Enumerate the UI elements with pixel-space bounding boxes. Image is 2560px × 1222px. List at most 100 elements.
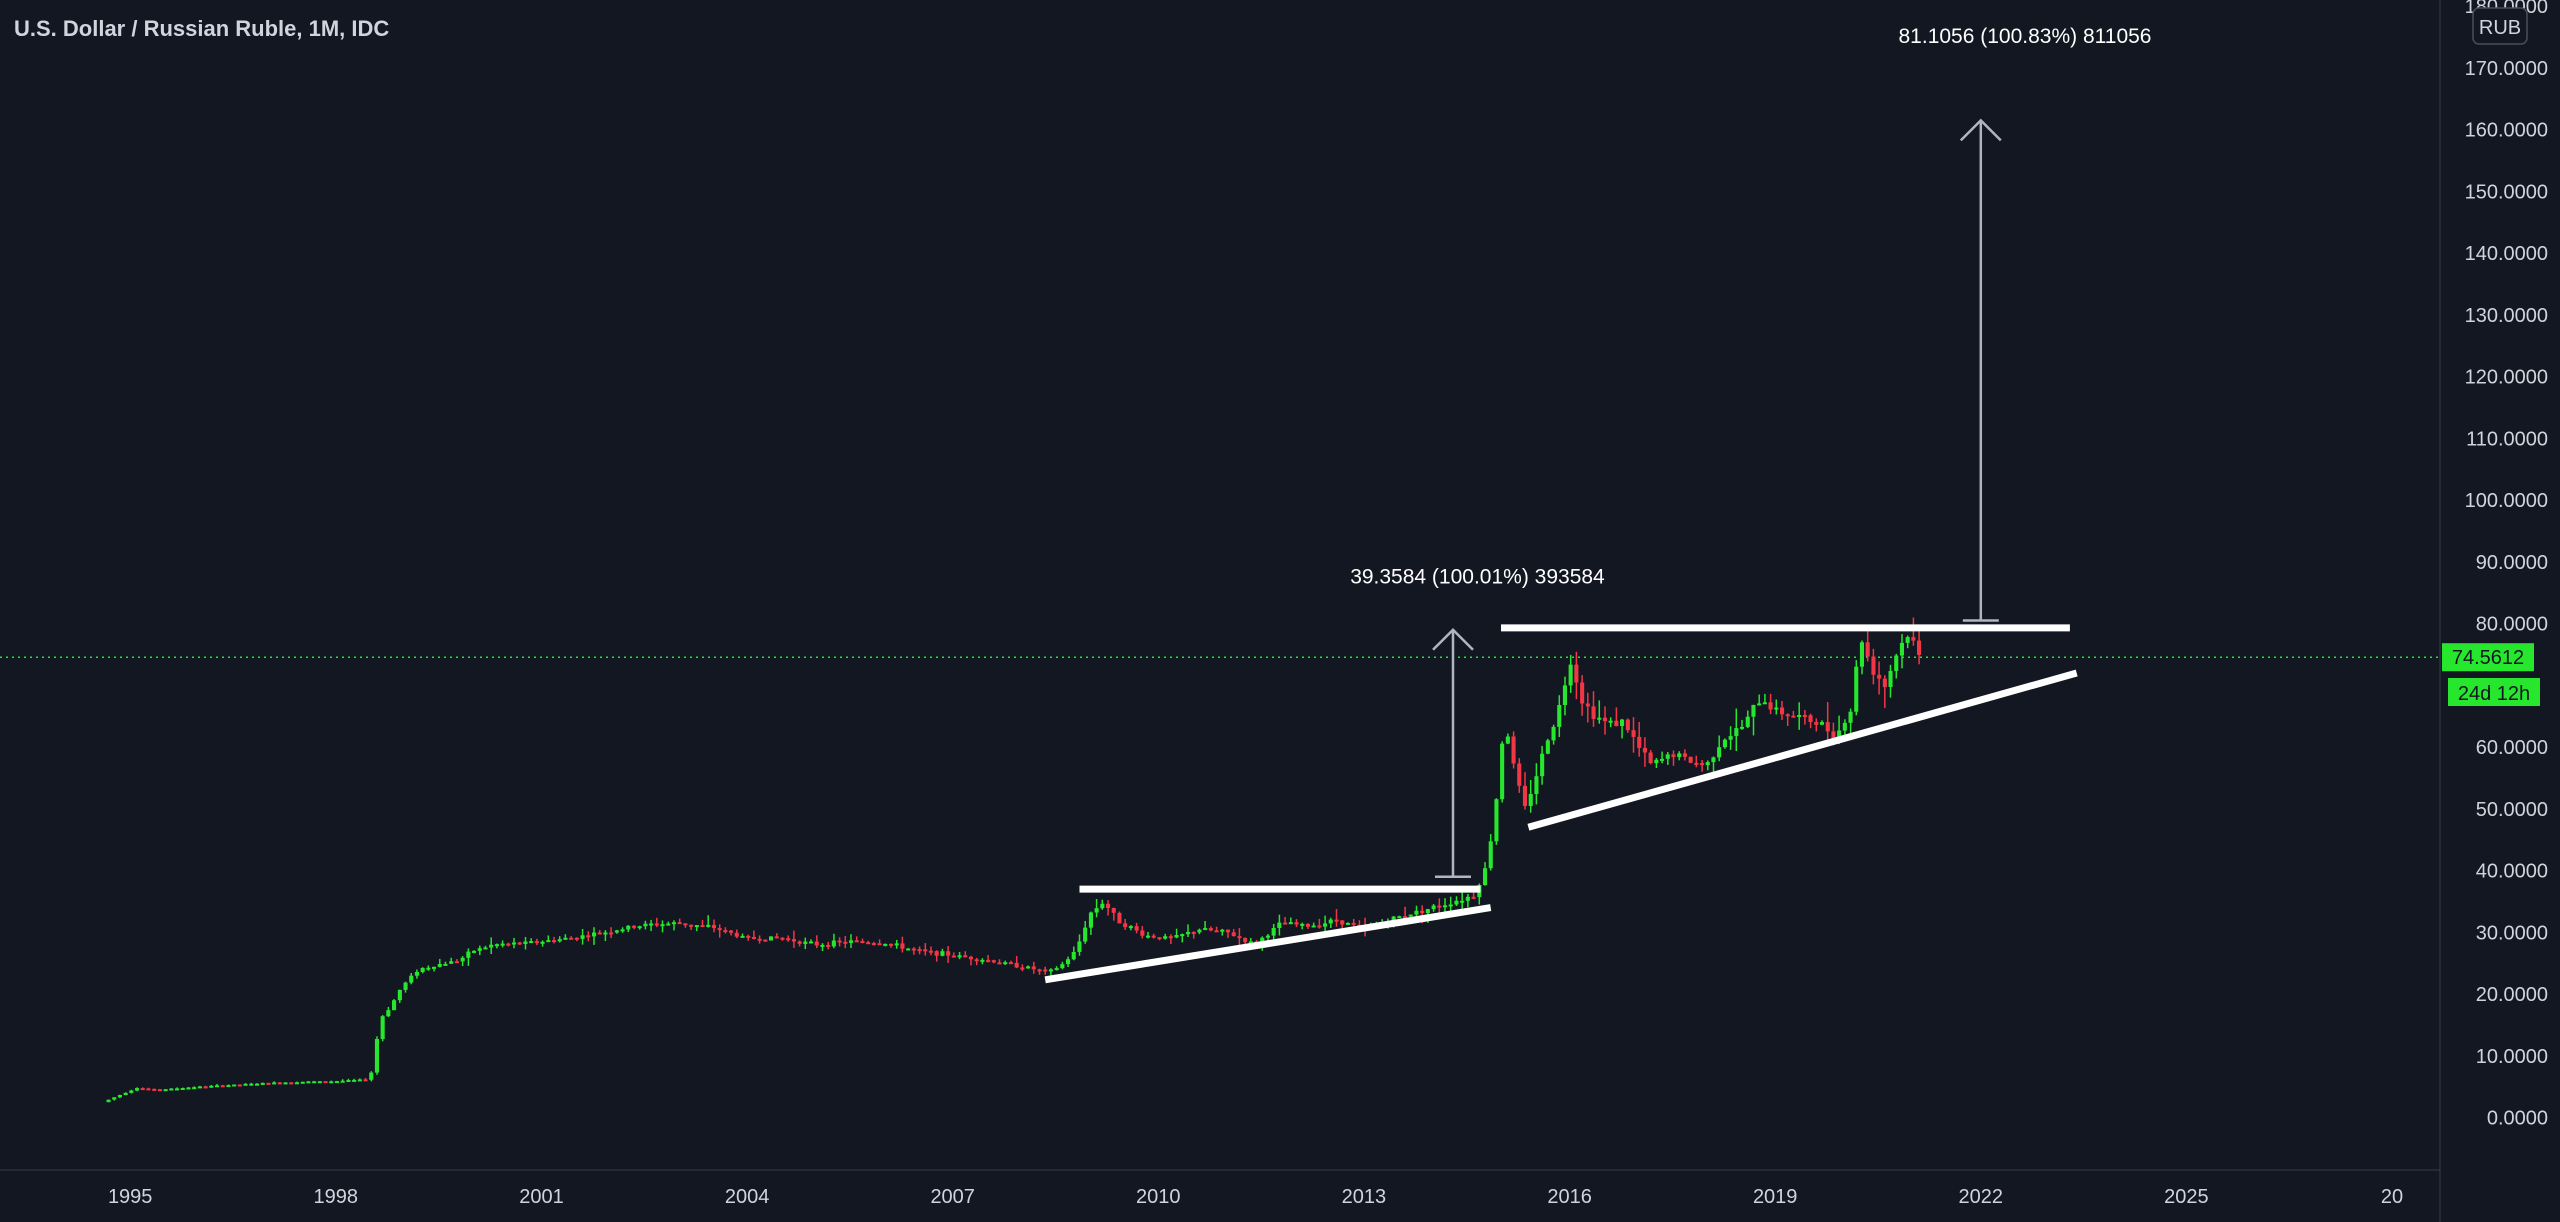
measure-1[interactable]: 39.3584 (100.01%) 393584 bbox=[1350, 566, 1605, 878]
candle-body bbox=[1163, 936, 1168, 939]
currency-button[interactable]: RUB bbox=[2472, 7, 2528, 45]
candle-body bbox=[1117, 912, 1122, 924]
candle-body bbox=[1071, 952, 1076, 960]
candle-body bbox=[791, 939, 796, 942]
candle-body bbox=[1191, 932, 1196, 934]
measurements[interactable]: 39.3584 (100.01%) 393584 81.1056 (100.83%… bbox=[1350, 25, 2152, 878]
candle-body bbox=[163, 1089, 168, 1092]
candle-body bbox=[626, 925, 631, 930]
countdown-label: 24d 12h bbox=[2458, 683, 2530, 705]
candle-body bbox=[1340, 920, 1345, 925]
candle-body bbox=[1431, 905, 1436, 910]
candle-body bbox=[466, 951, 471, 958]
candle-body bbox=[774, 936, 779, 939]
candle-body bbox=[1454, 900, 1459, 905]
candle-body bbox=[1243, 938, 1248, 943]
candle-body bbox=[1631, 730, 1636, 737]
current-price-label: 74.5612 bbox=[2452, 647, 2524, 669]
candle-body bbox=[1334, 919, 1339, 922]
candle-body bbox=[1551, 726, 1556, 741]
candle-body bbox=[940, 951, 945, 956]
candle-body bbox=[1522, 785, 1527, 806]
candle-body bbox=[1722, 739, 1727, 748]
y-tick-label: 150.0000 bbox=[2465, 181, 2548, 203]
candle-body bbox=[991, 960, 996, 963]
candle-body bbox=[460, 957, 465, 962]
candle-body bbox=[1871, 656, 1876, 675]
candle-body bbox=[1665, 754, 1670, 759]
y-tick-label: 130.0000 bbox=[2465, 305, 2548, 327]
candle-body bbox=[700, 925, 705, 928]
time-axis[interactable]: 1995 1998 2001 2004 2007 2010 2013 2016 2019 2022… bbox=[0, 1169, 2440, 1208]
candle-body bbox=[1580, 682, 1585, 704]
candle-body bbox=[403, 982, 408, 990]
candle-body bbox=[249, 1083, 254, 1086]
candle-body bbox=[226, 1085, 231, 1088]
candle-body bbox=[1625, 719, 1630, 731]
candle-body bbox=[552, 940, 557, 943]
x-tick-label: 2001 bbox=[519, 1186, 564, 1208]
candle-body bbox=[1351, 922, 1356, 925]
candle-body bbox=[1768, 702, 1773, 710]
x-tick-label: 2004 bbox=[725, 1186, 770, 1208]
candle-body bbox=[1214, 930, 1219, 933]
candle-body bbox=[506, 943, 511, 946]
candle-body bbox=[1545, 740, 1550, 754]
candle-body bbox=[329, 1081, 334, 1084]
candle-body bbox=[1751, 704, 1756, 717]
candle-body bbox=[746, 935, 751, 938]
candle-body bbox=[232, 1084, 237, 1087]
candle-body bbox=[1100, 903, 1105, 909]
candle-body bbox=[609, 932, 614, 935]
candle-body bbox=[432, 966, 437, 969]
candle-body bbox=[683, 923, 688, 926]
triangle-1-support-line[interactable] bbox=[1044, 904, 1492, 984]
candle-body bbox=[717, 928, 722, 931]
candle-body bbox=[557, 939, 562, 942]
measure-1-label: 39.3584 (100.01%) 393584 bbox=[1350, 566, 1605, 589]
candle-body bbox=[1043, 969, 1048, 972]
candle-body bbox=[437, 964, 442, 967]
candle-body bbox=[826, 944, 831, 947]
candle-body bbox=[237, 1084, 242, 1087]
candle-body bbox=[1574, 664, 1579, 683]
candle-body bbox=[1123, 923, 1128, 928]
candle-body bbox=[1225, 929, 1230, 933]
x-tick-label: 20 bbox=[2381, 1186, 2403, 1208]
candle-body bbox=[1403, 916, 1408, 919]
y-tick-label: 90.0000 bbox=[2476, 552, 2548, 574]
candle-body bbox=[494, 944, 499, 947]
candle-body bbox=[586, 935, 591, 938]
triangle-2-support-line[interactable] bbox=[1527, 669, 2078, 831]
currency-button-frame[interactable] bbox=[2472, 7, 2528, 45]
x-tick-label: 2007 bbox=[930, 1186, 975, 1208]
candle-body bbox=[614, 930, 619, 933]
candle-body bbox=[1637, 736, 1642, 748]
candle-body bbox=[512, 942, 517, 945]
candle-body bbox=[1111, 908, 1116, 913]
candle-body bbox=[631, 925, 636, 928]
candle-body bbox=[1031, 966, 1036, 970]
candle-body bbox=[1682, 753, 1687, 757]
candle-body bbox=[968, 956, 973, 960]
trendlines[interactable] bbox=[1044, 624, 2078, 984]
candle-body bbox=[643, 923, 648, 927]
candle-body bbox=[1066, 959, 1071, 964]
candle-body bbox=[374, 1039, 379, 1073]
candle-body bbox=[1717, 747, 1722, 758]
candle-body bbox=[671, 922, 676, 925]
candle-body bbox=[152, 1088, 157, 1091]
candle-body bbox=[1157, 937, 1162, 940]
current-price-badge bbox=[2442, 643, 2534, 672]
candle-body bbox=[1151, 935, 1156, 938]
candle-body bbox=[797, 941, 802, 944]
candle-body bbox=[1311, 925, 1316, 928]
candle-body bbox=[1671, 754, 1676, 758]
candle-body bbox=[917, 949, 922, 952]
candle-body bbox=[1237, 936, 1242, 939]
candle-body bbox=[951, 955, 956, 958]
candle-body bbox=[1460, 900, 1465, 903]
candle-body bbox=[197, 1086, 202, 1089]
measure-2[interactable]: 81.1056 (100.83%) 811056 bbox=[1899, 25, 2152, 622]
